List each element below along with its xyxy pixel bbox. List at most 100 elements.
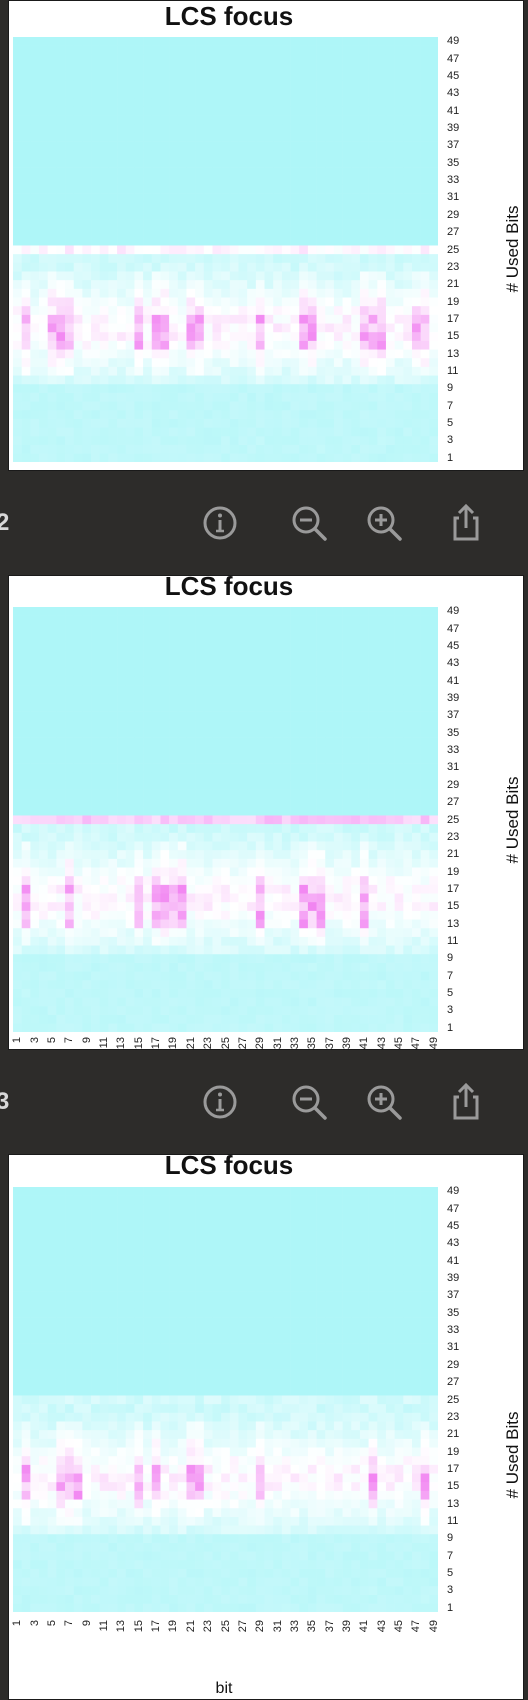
- heatmap-cell: [411, 409, 421, 419]
- heatmap-cell: [21, 305, 31, 315]
- heatmap-cell: [385, 841, 395, 851]
- heatmap-cell: [65, 927, 75, 937]
- heatmap-cell: [177, 89, 187, 99]
- heatmap-cell: [125, 945, 135, 955]
- heatmap-cell: [21, 823, 31, 833]
- heatmap-cell: [117, 780, 127, 790]
- heatmap-cell: [169, 331, 179, 341]
- heatmap-cell: [247, 945, 257, 955]
- share-button[interactable]: [444, 501, 488, 545]
- heatmap-cell: [385, 771, 395, 781]
- heatmap-cell: [56, 427, 66, 437]
- zoom-in-button[interactable]: [362, 1080, 406, 1124]
- heatmap-cell: [169, 314, 179, 324]
- heatmap-cell: [169, 297, 179, 307]
- heatmap-cell: [281, 167, 291, 177]
- heatmap-cell: [169, 158, 179, 168]
- y-tick-label: 21: [447, 278, 460, 291]
- heatmap-cell: [56, 945, 66, 955]
- info-button[interactable]: [198, 1080, 242, 1124]
- heatmap-cell: [117, 375, 127, 385]
- heatmap-cell: [307, 97, 317, 107]
- heatmap-cell: [117, 953, 127, 963]
- heatmap-cell: [342, 979, 352, 989]
- heatmap-cell: [151, 245, 161, 255]
- heatmap-cell: [143, 375, 153, 385]
- share-button[interactable]: [444, 1080, 488, 1124]
- zoom-out-button[interactable]: [287, 501, 331, 545]
- heatmap-cell: [117, 331, 127, 341]
- y-axis-ticks: 1 3 5 7 9 11 13 15 17 19 21 23 25 27 29 31 33 35 37 39 41 43 4…: [447, 605, 477, 1033]
- heatmap-cell: [134, 927, 144, 937]
- heatmap-cell: [56, 80, 66, 90]
- heatmap-cell: [247, 659, 257, 669]
- info-button[interactable]: [198, 501, 242, 545]
- heatmap-cell: [143, 227, 153, 237]
- heatmap-cell: [411, 841, 421, 851]
- heatmap-cell: [394, 184, 404, 194]
- heatmap-cell: [342, 236, 352, 246]
- heatmap-cell: [307, 45, 317, 55]
- heatmap-cell: [377, 797, 387, 807]
- heatmap-cell: [377, 314, 387, 324]
- heatmap-cell: [177, 849, 187, 859]
- heatmap-cell: [385, 132, 395, 142]
- heatmap-cell: [238, 1014, 248, 1024]
- heatmap-cell: [134, 702, 144, 712]
- heatmap-cell: [255, 383, 265, 393]
- heatmap-cell: [186, 823, 196, 833]
- zoom-out-icon: [292, 506, 327, 541]
- heatmap-cell: [385, 227, 395, 237]
- heatmap-cell: [143, 806, 153, 816]
- heatmap-cell: [177, 80, 187, 90]
- heatmap-cell: [342, 37, 352, 46]
- zoom-out-button[interactable]: [287, 1080, 331, 1124]
- heatmap-cell: [229, 737, 239, 747]
- heatmap-cell: [30, 314, 40, 324]
- heatmap-cell: [99, 106, 109, 116]
- heatmap-cell: [221, 37, 231, 46]
- heatmap-cell: [377, 667, 387, 677]
- heatmap-cell: [325, 615, 335, 625]
- heatmap-cell: [403, 349, 413, 359]
- heatmap-cell: [56, 297, 66, 307]
- heatmap-cell: [229, 141, 239, 151]
- heatmap-cell: [212, 193, 222, 203]
- heatmap-cell: [21, 366, 31, 376]
- y-tick-label: 37: [447, 139, 460, 152]
- heatmap-cell: [316, 893, 326, 903]
- zoom-in-icon: [367, 506, 402, 541]
- zoom-in-button[interactable]: [362, 501, 406, 545]
- heatmap-cell: [333, 253, 343, 263]
- heatmap-cell: [73, 236, 83, 246]
- heatmap-cell: [342, 158, 352, 168]
- heatmap-cell: [91, 789, 101, 799]
- heatmap-cell: [186, 1005, 196, 1015]
- heatmap-cell: [30, 910, 40, 920]
- heatmap-cell: [429, 427, 438, 437]
- heatmap-cell: [177, 719, 187, 729]
- heatmap-cell: [91, 80, 101, 90]
- heatmap-cell: [420, 132, 430, 142]
- heatmap-cell: [238, 115, 248, 125]
- heatmap-cell: [377, 763, 387, 773]
- heatmap-cell: [99, 693, 109, 703]
- heatmap-cell: [333, 418, 343, 428]
- heatmap-cell: [368, 297, 378, 307]
- heatmap-cell: [403, 123, 413, 133]
- heatmap-cell: [160, 737, 170, 747]
- heatmap-cell: [30, 45, 40, 55]
- heatmap-cell: [264, 409, 274, 419]
- heatmap-cell: [247, 210, 257, 220]
- heatmap-cell: [342, 80, 352, 90]
- heatmap-cell: [82, 702, 92, 712]
- heatmap-cell: [82, 685, 92, 695]
- heatmap-cell: [429, 149, 438, 159]
- heatmap-cell: [195, 867, 205, 877]
- heatmap-cell: [342, 106, 352, 116]
- heatmap-cell: [342, 418, 352, 428]
- heatmap-cell: [411, 175, 421, 185]
- heatmap-cell: [333, 979, 343, 989]
- heatmap-cell: [351, 1005, 361, 1015]
- heatmap-cell: [385, 641, 395, 651]
